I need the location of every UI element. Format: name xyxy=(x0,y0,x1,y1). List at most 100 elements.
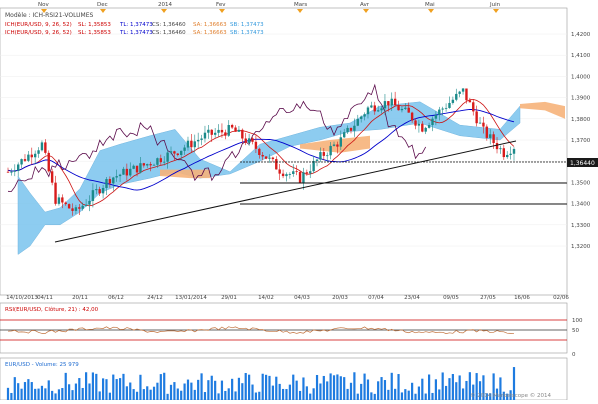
candle[interactable] xyxy=(424,126,427,135)
candle[interactable] xyxy=(98,186,101,197)
candle[interactable] xyxy=(47,150,50,173)
candle[interactable] xyxy=(363,112,366,121)
candle[interactable] xyxy=(6,167,10,173)
candle[interactable] xyxy=(427,122,431,129)
candle[interactable] xyxy=(410,111,414,123)
candle[interactable] xyxy=(393,91,397,106)
candle[interactable] xyxy=(84,199,88,207)
candle[interactable] xyxy=(468,97,472,103)
candle[interactable] xyxy=(169,146,173,155)
candle[interactable] xyxy=(203,125,207,143)
candle[interactable] xyxy=(387,101,390,112)
candle[interactable] xyxy=(448,96,451,109)
candle[interactable] xyxy=(220,123,224,138)
candle[interactable] xyxy=(397,100,400,111)
candle[interactable] xyxy=(509,146,512,160)
candle[interactable] xyxy=(261,152,264,161)
candle[interactable] xyxy=(20,158,23,169)
candle[interactable] xyxy=(329,141,332,160)
candle[interactable] xyxy=(132,164,135,170)
candle[interactable] xyxy=(444,103,448,112)
rsi-panel[interactable] xyxy=(0,302,568,354)
candle[interactable] xyxy=(356,114,359,127)
candle[interactable] xyxy=(458,90,461,98)
candle[interactable] xyxy=(139,156,142,174)
candle[interactable] xyxy=(230,123,234,130)
candle[interactable] xyxy=(27,151,30,163)
candle[interactable] xyxy=(343,128,346,138)
candle[interactable] xyxy=(200,134,203,146)
candle[interactable] xyxy=(499,145,502,154)
candle[interactable] xyxy=(122,166,125,175)
candle[interactable] xyxy=(339,130,343,150)
candle[interactable] xyxy=(506,151,509,159)
candle[interactable] xyxy=(210,129,213,143)
candle[interactable] xyxy=(431,116,434,132)
candle[interactable] xyxy=(142,162,146,168)
candle[interactable] xyxy=(336,141,339,154)
candle[interactable] xyxy=(485,124,489,141)
candle[interactable] xyxy=(315,158,319,167)
candle[interactable] xyxy=(33,150,37,165)
candle[interactable] xyxy=(247,133,251,146)
candle[interactable] xyxy=(159,154,163,166)
candle[interactable] xyxy=(441,106,444,116)
candle[interactable] xyxy=(16,162,20,177)
candle[interactable] xyxy=(302,167,305,190)
candle[interactable] xyxy=(489,129,492,145)
candle[interactable] xyxy=(234,125,237,132)
candle[interactable] xyxy=(438,106,441,121)
candle[interactable] xyxy=(407,102,410,113)
candle[interactable] xyxy=(118,173,122,182)
candle[interactable] xyxy=(292,164,295,177)
candle[interactable] xyxy=(254,135,258,154)
candle[interactable] xyxy=(455,88,458,102)
candle[interactable] xyxy=(472,98,475,116)
candle[interactable] xyxy=(264,156,268,160)
candle[interactable] xyxy=(95,184,98,195)
candle[interactable] xyxy=(30,147,33,165)
candle[interactable] xyxy=(244,133,247,146)
candle[interactable] xyxy=(434,111,438,126)
candle[interactable] xyxy=(376,105,380,113)
candle[interactable] xyxy=(88,195,91,212)
candle[interactable] xyxy=(44,139,47,155)
candle[interactable] xyxy=(312,155,315,174)
candle[interactable] xyxy=(512,147,516,161)
candle[interactable] xyxy=(298,170,302,184)
candle[interactable] xyxy=(309,164,312,179)
candle[interactable] xyxy=(166,150,169,169)
candle[interactable] xyxy=(67,203,71,209)
candle[interactable] xyxy=(207,125,210,139)
candle[interactable] xyxy=(149,161,152,172)
candle[interactable] xyxy=(163,156,166,166)
trend-line[interactable] xyxy=(54,140,517,243)
candle[interactable] xyxy=(370,101,373,109)
candle[interactable] xyxy=(54,175,57,206)
candle[interactable] xyxy=(183,144,186,155)
candle[interactable] xyxy=(10,168,13,176)
candle[interactable] xyxy=(278,164,281,180)
candle[interactable] xyxy=(346,125,349,135)
candle[interactable] xyxy=(421,121,424,133)
candle[interactable] xyxy=(224,129,227,140)
candle[interactable] xyxy=(349,127,353,134)
candle[interactable] xyxy=(237,126,241,133)
candle[interactable] xyxy=(475,105,478,127)
candle[interactable] xyxy=(112,176,115,191)
candle[interactable] xyxy=(319,147,322,163)
candle[interactable] xyxy=(251,137,254,145)
candle[interactable] xyxy=(451,96,455,105)
candle[interactable] xyxy=(359,115,363,123)
candle[interactable] xyxy=(105,177,108,196)
candle[interactable] xyxy=(91,183,95,208)
candle[interactable] xyxy=(482,116,485,134)
price-panel[interactable] xyxy=(0,7,568,296)
candle[interactable] xyxy=(176,153,179,157)
candle[interactable] xyxy=(40,140,44,152)
candle[interactable] xyxy=(281,169,285,179)
candle[interactable] xyxy=(400,106,404,113)
candle[interactable] xyxy=(353,118,356,137)
candle[interactable] xyxy=(502,144,506,160)
